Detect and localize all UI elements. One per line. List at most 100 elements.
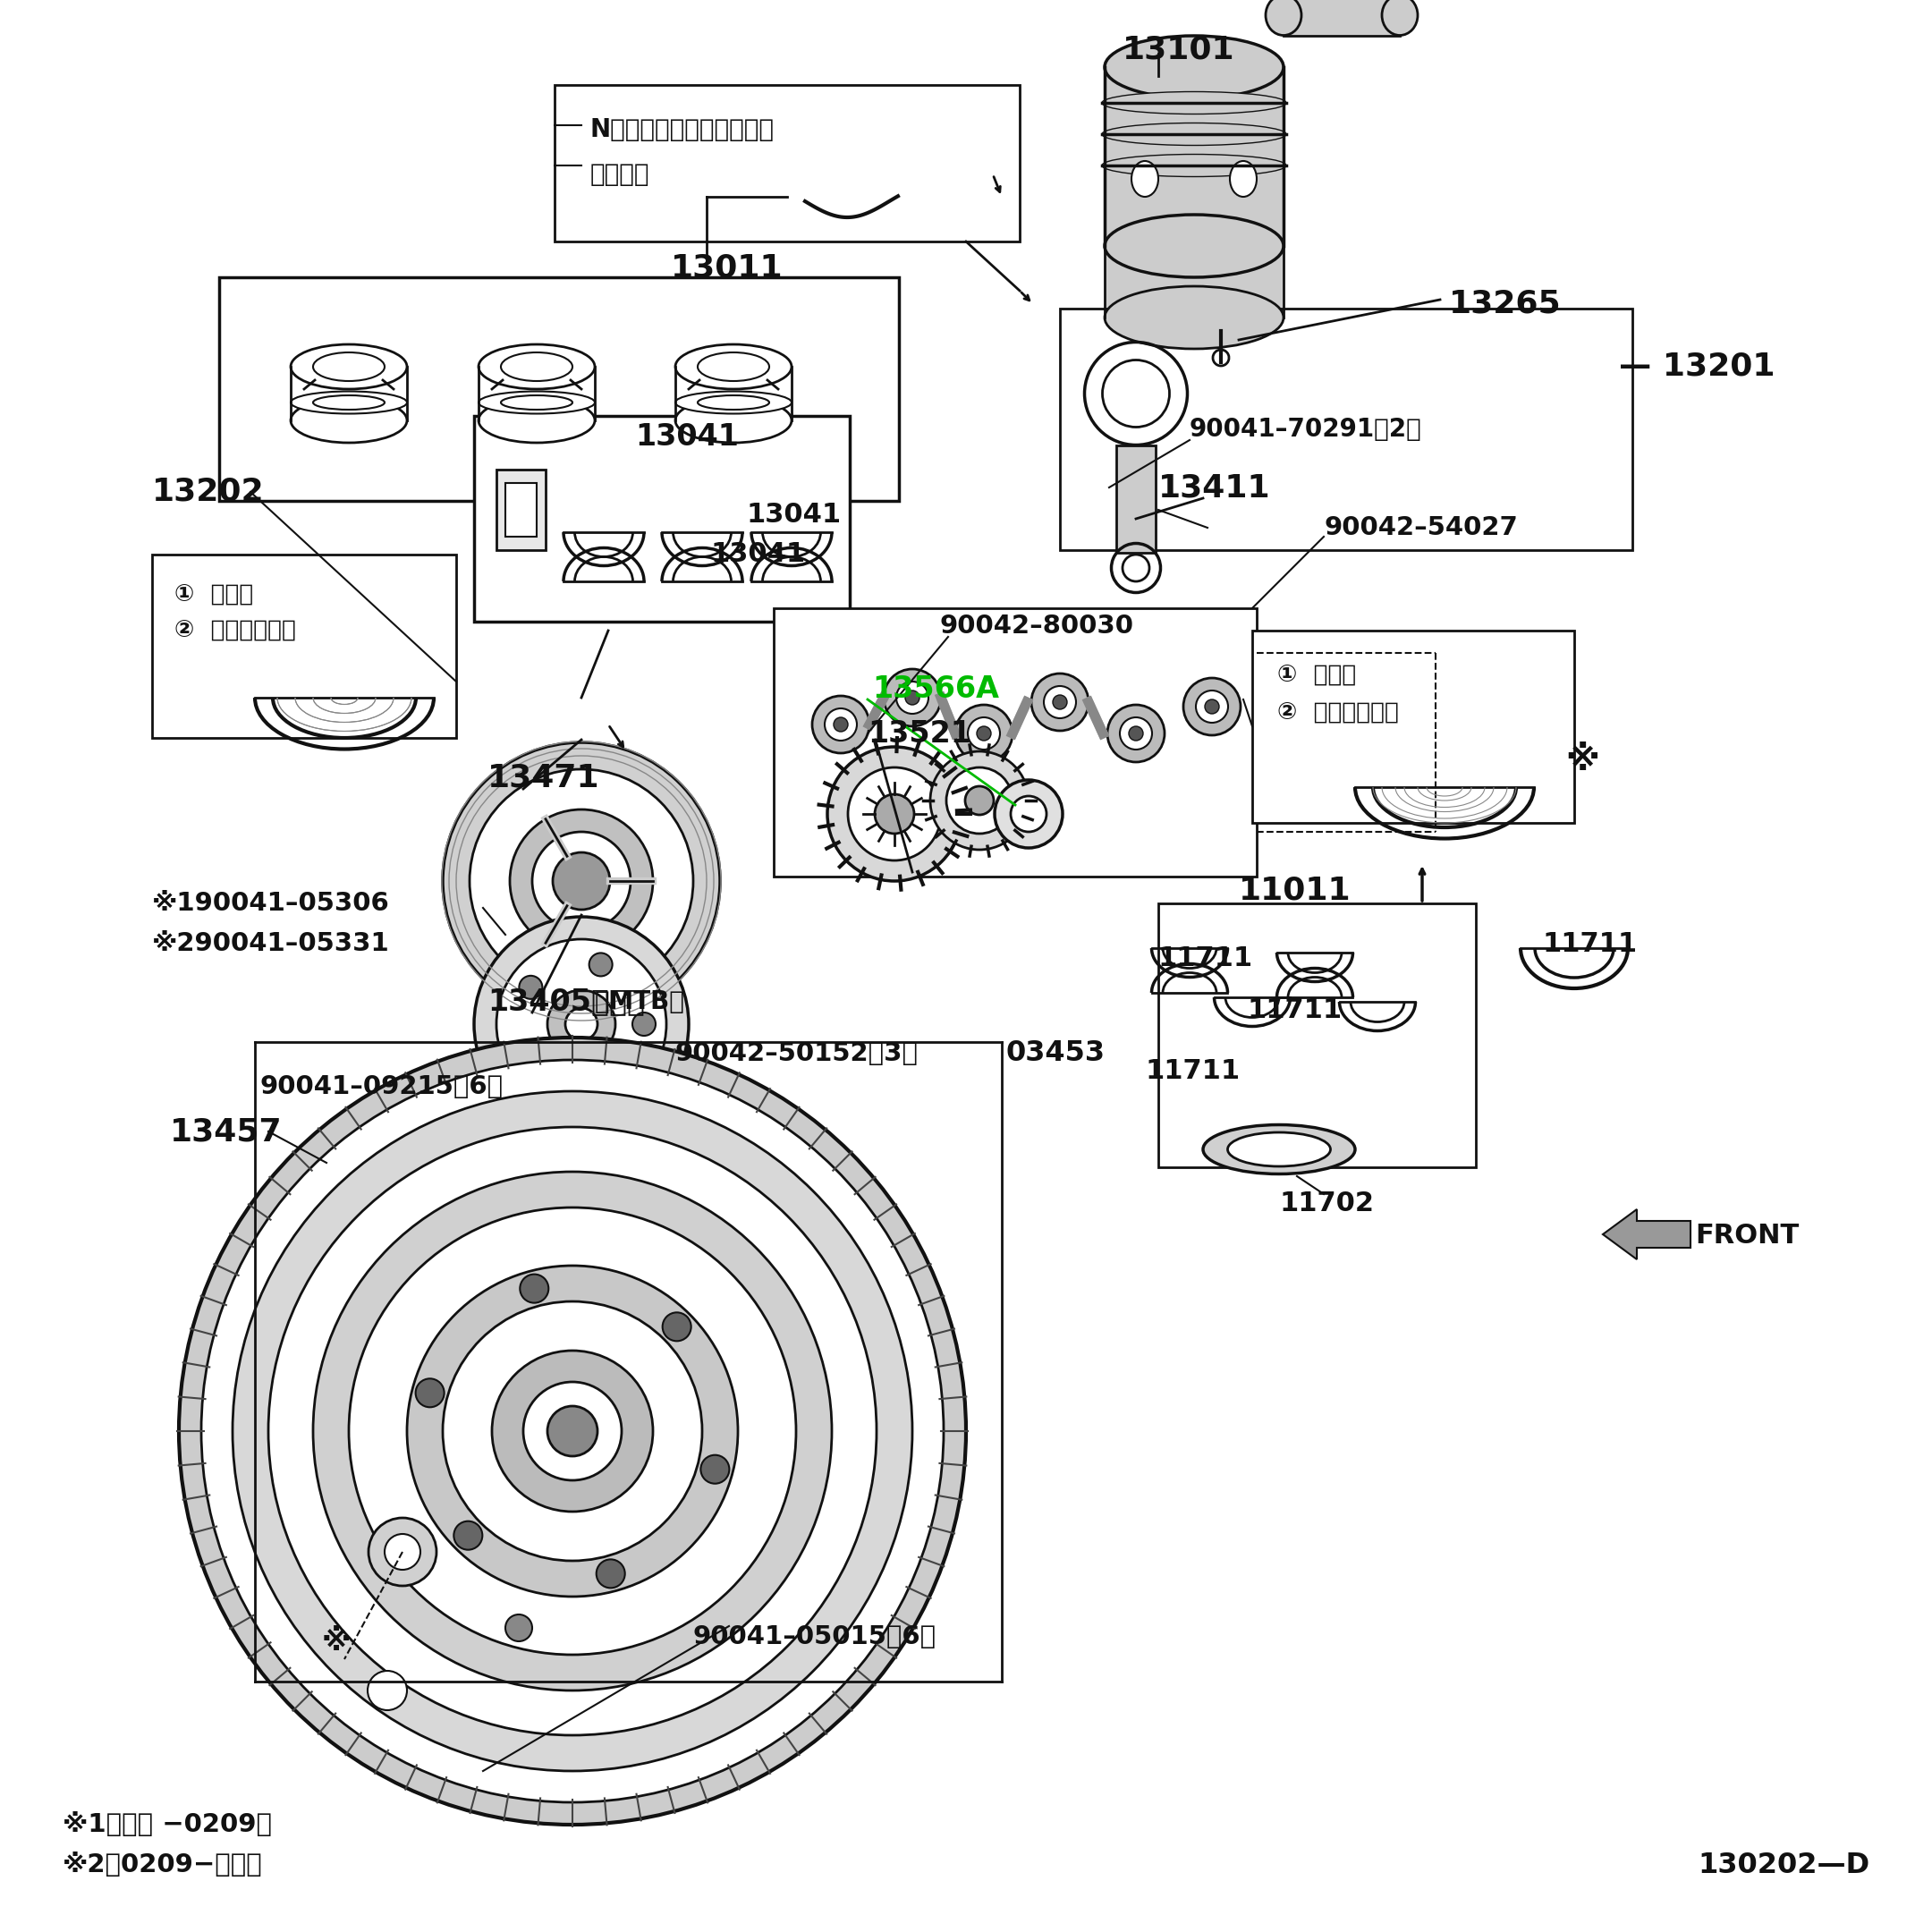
Ellipse shape (479, 398, 595, 442)
Text: 13011: 13011 (670, 253, 782, 284)
Bar (1105, 245, 1283, 317)
Circle shape (1043, 686, 1076, 719)
Ellipse shape (1381, 0, 1418, 35)
Ellipse shape (1105, 37, 1283, 99)
Ellipse shape (1105, 214, 1283, 278)
Circle shape (493, 1350, 653, 1511)
Circle shape (947, 767, 1012, 833)
Text: 13566A: 13566A (871, 674, 999, 703)
Text: 11711: 11711 (1159, 947, 1254, 972)
Circle shape (350, 1208, 796, 1654)
Text: ※290041–05331: ※290041–05331 (153, 931, 390, 956)
Bar (497, 469, 545, 551)
Ellipse shape (1231, 160, 1256, 197)
Circle shape (833, 717, 848, 732)
Bar (344, 1660, 429, 1721)
Circle shape (1196, 690, 1229, 723)
Circle shape (269, 1126, 877, 1735)
Bar (1105, 68, 1283, 245)
Bar (479, 367, 595, 421)
Text: ②  大岡メタル製: ② 大岡メタル製 (1277, 701, 1399, 724)
Text: 13405: 13405 (487, 987, 645, 1016)
Bar (676, 367, 792, 421)
Circle shape (875, 794, 914, 833)
Text: 90041–70291（2）: 90041–70291（2） (1190, 417, 1422, 442)
Circle shape (632, 1012, 655, 1036)
Ellipse shape (290, 392, 408, 413)
Circle shape (442, 1302, 701, 1561)
Ellipse shape (676, 392, 792, 413)
Text: リケン製: リケン製 (591, 162, 649, 187)
Ellipse shape (313, 396, 384, 410)
Ellipse shape (1101, 155, 1287, 176)
Circle shape (524, 1381, 622, 1480)
Bar (1252, 630, 1575, 823)
Circle shape (497, 939, 667, 1109)
Text: 13041: 13041 (748, 500, 842, 527)
Circle shape (825, 709, 858, 740)
Circle shape (553, 852, 611, 910)
Circle shape (827, 748, 962, 881)
Circle shape (408, 1265, 738, 1596)
Circle shape (1010, 796, 1047, 833)
Text: 130202—D: 130202—D (1698, 1851, 1870, 1878)
Ellipse shape (697, 352, 769, 381)
Text: 11702: 11702 (1279, 1190, 1374, 1215)
Text: ①  大豊製: ① 大豊製 (1277, 665, 1356, 688)
Circle shape (896, 682, 929, 713)
Text: 90042–54027: 90042–54027 (1323, 516, 1519, 541)
Ellipse shape (1132, 160, 1159, 197)
Ellipse shape (1101, 124, 1287, 145)
Text: 11711: 11711 (1544, 931, 1638, 956)
Bar (506, 483, 537, 537)
Circle shape (469, 769, 694, 993)
Bar (1283, 0, 1401, 37)
Circle shape (1128, 726, 1144, 740)
Circle shape (384, 1534, 421, 1569)
Ellipse shape (1265, 0, 1302, 35)
Bar (1159, 904, 1476, 1167)
Bar (473, 415, 850, 622)
Ellipse shape (676, 398, 792, 442)
Text: 13457: 13457 (170, 1117, 282, 1148)
Circle shape (701, 1455, 728, 1484)
Circle shape (232, 1092, 912, 1772)
Text: ※190041–05306: ※190041–05306 (153, 891, 390, 916)
Polygon shape (1604, 1209, 1690, 1260)
Circle shape (811, 696, 869, 753)
Text: 90041–09215（6）: 90041–09215（6） (259, 1074, 502, 1099)
Bar (554, 85, 1020, 242)
Ellipse shape (500, 352, 572, 381)
Ellipse shape (676, 344, 792, 388)
Circle shape (180, 1037, 966, 1824)
Text: （MTB）: （MTB） (595, 989, 686, 1014)
Circle shape (454, 1520, 483, 1549)
Text: 11711: 11711 (1248, 997, 1343, 1024)
Ellipse shape (1227, 1132, 1331, 1167)
Text: 13041: 13041 (636, 421, 738, 452)
Circle shape (473, 918, 688, 1132)
Ellipse shape (290, 398, 408, 442)
Text: ①  大豊製: ① 大豊製 (174, 583, 253, 607)
Ellipse shape (290, 344, 408, 388)
Circle shape (506, 1615, 531, 1642)
Circle shape (929, 752, 1028, 850)
Circle shape (978, 726, 991, 740)
Circle shape (531, 833, 630, 929)
Text: ※1（　　 −0209）: ※1（ −0209） (62, 1812, 272, 1837)
Text: 90042–50152（3）: 90042–50152（3） (676, 1041, 918, 1066)
Circle shape (589, 952, 612, 976)
Text: 13411: 13411 (1159, 471, 1271, 502)
Circle shape (906, 690, 920, 705)
Text: 13471: 13471 (487, 763, 599, 794)
Text: 13265: 13265 (1449, 290, 1561, 319)
Text: N：日本ピストンリング製: N：日本ピストンリング製 (591, 118, 775, 143)
Ellipse shape (1105, 286, 1283, 350)
Circle shape (415, 1379, 444, 1406)
Circle shape (1032, 674, 1088, 730)
Text: — 13201: — 13201 (1619, 352, 1776, 383)
Text: ※2（0209−　　）: ※2（0209− ） (62, 1853, 263, 1878)
Text: ※: ※ (323, 1627, 352, 1656)
Circle shape (547, 1406, 597, 1457)
Circle shape (848, 767, 941, 860)
